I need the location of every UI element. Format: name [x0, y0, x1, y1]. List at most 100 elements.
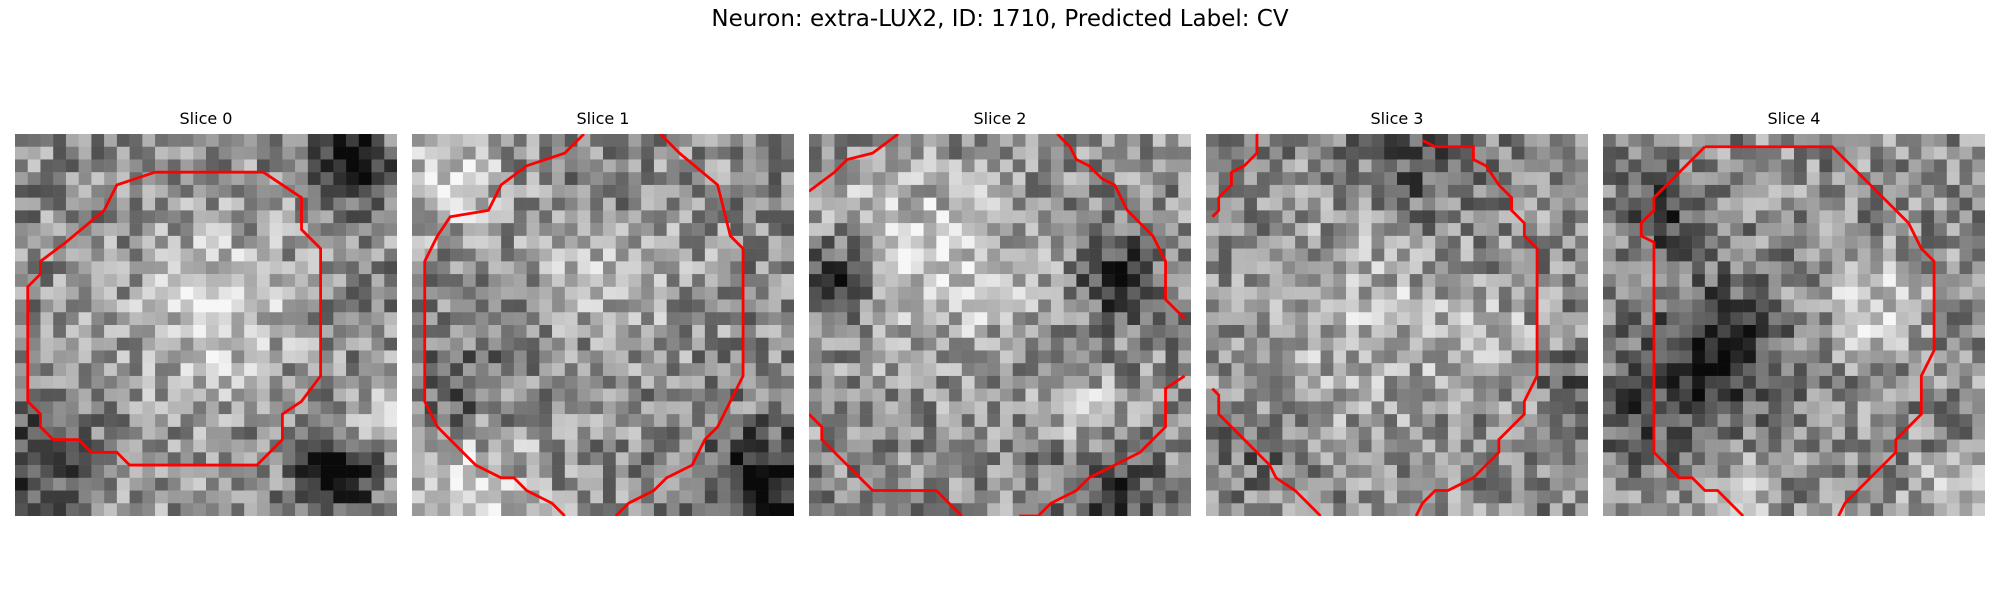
pixel: [1218, 439, 1232, 453]
pixel: [949, 312, 963, 326]
pixel: [1269, 401, 1283, 415]
pixel: [65, 452, 79, 466]
pixel: [781, 503, 794, 516]
pixel: [371, 197, 385, 211]
pixel: [1165, 210, 1179, 224]
pixel: [1101, 286, 1115, 300]
pixel: [1076, 235, 1090, 249]
pixel: [282, 490, 296, 504]
pixel: [885, 350, 899, 364]
pixel: [320, 325, 334, 338]
pixel: [1486, 299, 1500, 313]
pixel: [218, 325, 232, 338]
pixel: [424, 401, 438, 415]
pixel: [1575, 159, 1588, 173]
pixel: [1794, 235, 1807, 249]
pixel: [539, 350, 553, 364]
pixel: [590, 503, 604, 516]
pixel: [320, 477, 334, 491]
pixel: [1012, 414, 1026, 428]
pixel: [488, 146, 502, 160]
pixel: [424, 197, 438, 211]
pixel: [1282, 235, 1296, 249]
pixel: [1844, 337, 1858, 351]
pixel: [704, 439, 718, 453]
pixel: [1447, 172, 1461, 186]
pixel: [1473, 312, 1487, 326]
pixel: [65, 312, 79, 326]
pixel: [1076, 439, 1090, 453]
pixel: [346, 159, 360, 173]
pixel: [1730, 159, 1744, 173]
pixel: [1089, 363, 1103, 377]
pixel: [641, 312, 655, 326]
pixel: [539, 426, 553, 440]
pixel: [590, 490, 604, 504]
pixel: [1486, 197, 1500, 211]
pixel: [1755, 363, 1769, 377]
pixel: [1422, 159, 1436, 173]
pixel: [743, 299, 757, 313]
pixel: [603, 465, 616, 479]
pixel: [577, 312, 591, 326]
pixel: [847, 312, 861, 326]
pixel: [526, 248, 540, 262]
pixel: [872, 490, 886, 504]
pixel: [412, 401, 425, 415]
pixel: [1781, 490, 1795, 504]
pixel: [1921, 210, 1935, 224]
pixel: [936, 235, 950, 249]
pixel: [539, 248, 553, 262]
pixel: [692, 350, 706, 364]
pixel: [1025, 452, 1039, 466]
pixel: [615, 197, 629, 211]
pixel: [526, 274, 540, 288]
pixel: [1666, 235, 1680, 249]
pixel: [1165, 146, 1179, 160]
pixel: [295, 312, 309, 326]
pixel: [346, 452, 360, 466]
pixel: [1422, 223, 1436, 237]
pixel: [847, 274, 861, 288]
pixel: [641, 261, 655, 275]
pixel: [320, 223, 334, 237]
pixel: [552, 197, 566, 211]
pixel: [1486, 477, 1500, 491]
pixel: [1256, 414, 1270, 428]
pixel: [755, 325, 769, 338]
pixel: [218, 172, 232, 186]
pixel: [1806, 312, 1820, 326]
pixel: [142, 210, 156, 224]
pixel: [1730, 477, 1744, 491]
pixel: [781, 337, 794, 351]
pixel: [936, 248, 950, 262]
pixel: [1819, 465, 1833, 479]
pixel: [552, 337, 566, 351]
pixel: [1679, 503, 1693, 516]
pixel: [1730, 172, 1744, 186]
pixel: [847, 375, 861, 389]
pixel: [269, 388, 283, 402]
pixel: [1152, 465, 1166, 479]
pixel: [1934, 261, 1948, 275]
pixel: [40, 210, 54, 224]
pixel: [1498, 235, 1512, 249]
pixel: [1781, 274, 1795, 288]
pixel: [269, 274, 283, 288]
pixel: [1384, 375, 1398, 389]
pixel: [1050, 414, 1064, 428]
pixel: [40, 184, 54, 198]
pixel: [371, 439, 385, 453]
pixel: [412, 337, 425, 351]
pixel: [898, 350, 912, 364]
pixel: [821, 388, 835, 402]
pixel: [666, 197, 680, 211]
pixel: [412, 172, 425, 186]
pixel: [256, 235, 270, 249]
pixel: [743, 134, 757, 147]
pixel: [180, 286, 194, 300]
pixel: [193, 261, 207, 275]
pixel: [65, 439, 79, 453]
pixel: [1717, 401, 1731, 415]
pixel: [1397, 325, 1410, 338]
